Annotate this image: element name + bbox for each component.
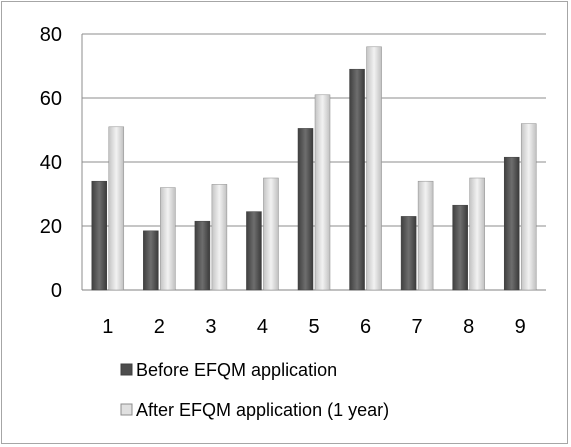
bars-group — [91, 46, 537, 291]
bar-after-5 — [314, 94, 331, 291]
bar-after-1 — [108, 126, 125, 291]
bar-after-7 — [417, 180, 434, 291]
bar-before-3 — [194, 220, 211, 291]
y-tick-label: 40 — [40, 152, 62, 174]
bar-before-6 — [349, 68, 365, 291]
x-axis-ticks: 1 2 3 4 5 6 7 8 9 — [102, 316, 526, 338]
bar-before-9 — [503, 156, 520, 291]
bar-before-1 — [91, 180, 108, 291]
gridlines — [81, 33, 546, 291]
legend-label-before: Before EFQM application — [136, 360, 337, 380]
x-tick-label: 5 — [308, 316, 319, 338]
x-tick-label: 8 — [463, 316, 474, 338]
x-tick-label: 1 — [102, 316, 113, 338]
x-tick-label: 3 — [205, 316, 216, 338]
x-tick-label: 4 — [257, 316, 268, 338]
bar-before-4 — [246, 211, 262, 291]
x-tick-label: 7 — [412, 316, 423, 338]
y-axis-ticks: 0 20 40 60 80 — [40, 24, 62, 302]
bar-before-8 — [452, 204, 468, 291]
y-tick-label: 20 — [40, 216, 62, 238]
x-tick-label: 2 — [154, 316, 165, 338]
x-tick-label: 9 — [515, 316, 526, 338]
legend-label-after: After EFQM application (1 year) — [136, 400, 389, 420]
legend-swatch-before — [120, 363, 133, 376]
legend: Before EFQM application After EFQM applic… — [120, 360, 389, 420]
bar-after-8 — [469, 177, 485, 291]
bar-after-9 — [520, 123, 537, 291]
bar-after-6 — [366, 46, 382, 291]
bar-after-4 — [263, 177, 279, 291]
bar-after-2 — [160, 187, 176, 291]
bar-before-7 — [400, 216, 417, 291]
bar-before-2 — [143, 230, 159, 291]
legend-swatch-after — [120, 403, 133, 416]
y-tick-label: 80 — [40, 24, 62, 46]
bar-before-5 — [297, 128, 314, 291]
y-tick-label: 60 — [40, 88, 62, 110]
x-tick-label: 6 — [360, 316, 371, 338]
y-tick-label: 0 — [51, 280, 62, 302]
bar-after-3 — [211, 184, 228, 291]
